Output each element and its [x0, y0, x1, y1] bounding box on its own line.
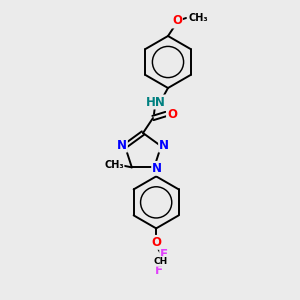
Text: CH: CH — [153, 257, 167, 266]
Text: HN: HN — [146, 95, 166, 109]
Text: F: F — [160, 248, 168, 261]
Text: CH₃: CH₃ — [104, 160, 124, 170]
Text: N: N — [152, 162, 162, 175]
Text: O: O — [167, 107, 177, 121]
Text: F: F — [155, 264, 163, 277]
Text: O: O — [172, 14, 182, 28]
Text: N: N — [159, 139, 169, 152]
Text: CH₃: CH₃ — [188, 13, 208, 23]
Text: O: O — [151, 236, 161, 249]
Text: N: N — [117, 139, 127, 152]
